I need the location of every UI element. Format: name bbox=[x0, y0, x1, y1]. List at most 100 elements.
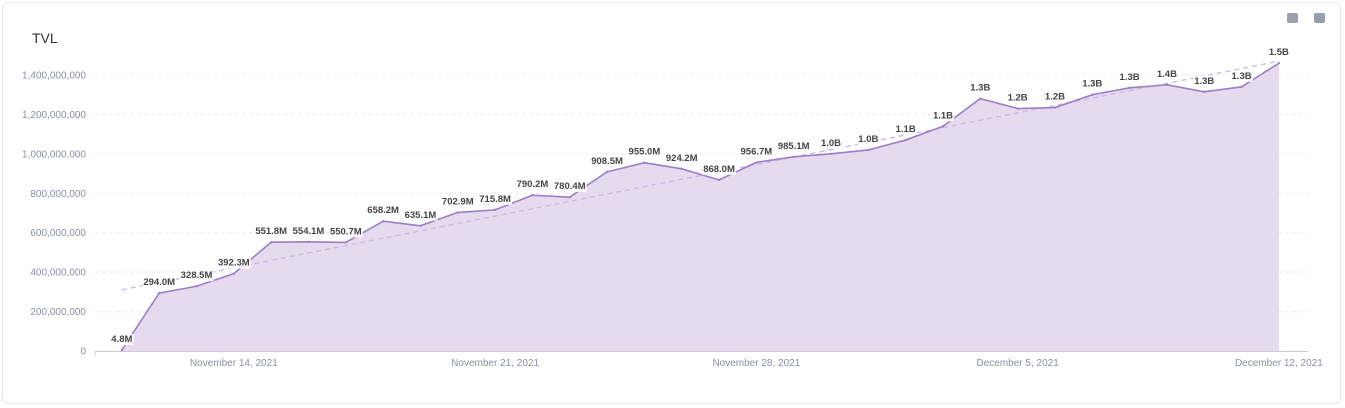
x-tick-label: November 28, 2021 bbox=[712, 358, 800, 369]
data-label-bg bbox=[1118, 71, 1141, 83]
data-point bbox=[755, 161, 758, 164]
data-label-bg bbox=[328, 226, 363, 238]
data-label: 1.2B bbox=[1045, 92, 1065, 103]
data-point bbox=[1165, 83, 1169, 87]
data-label: 1.3B bbox=[1194, 76, 1214, 87]
data-point bbox=[195, 285, 198, 288]
data-label: 1.1B bbox=[933, 110, 953, 121]
data-label-bg bbox=[291, 225, 326, 237]
data-label: 294.0M bbox=[143, 277, 175, 288]
area-fill bbox=[121, 63, 1279, 352]
trendline bbox=[121, 60, 1280, 291]
x-tick-label: December 12, 2021 bbox=[1235, 358, 1323, 369]
data-label: 635.1M bbox=[405, 210, 437, 221]
data-label: 955.0M bbox=[629, 147, 661, 158]
data-label-bg bbox=[142, 277, 177, 289]
y-tick-label: 1,200,000,000 bbox=[22, 110, 86, 121]
data-label-bg bbox=[739, 146, 774, 158]
data-label: 715.8M bbox=[479, 194, 511, 205]
data-point bbox=[419, 224, 422, 227]
data-point bbox=[1091, 93, 1094, 96]
data-label: 985.1M bbox=[778, 141, 810, 152]
data-point bbox=[531, 194, 534, 197]
data-label-bg bbox=[776, 140, 811, 152]
x-tick-label: November 14, 2021 bbox=[190, 358, 278, 369]
data-label-bg bbox=[969, 82, 992, 94]
x-tick-label: November 21, 2021 bbox=[451, 358, 539, 369]
data-point bbox=[493, 208, 497, 212]
data-label: 328.5M bbox=[181, 270, 213, 281]
data-point bbox=[1240, 85, 1243, 89]
data-point bbox=[1053, 106, 1057, 109]
data-point bbox=[120, 348, 124, 352]
data-point bbox=[605, 170, 609, 174]
data-label: 1.4B bbox=[1157, 69, 1177, 80]
data-label-bg bbox=[627, 146, 662, 158]
data-label-bg bbox=[216, 257, 251, 269]
data-label-bg bbox=[1081, 78, 1104, 90]
data-label: 1.3B bbox=[970, 83, 990, 94]
data-label-bg bbox=[1155, 68, 1179, 80]
data-label-bg bbox=[254, 226, 289, 238]
data-point bbox=[792, 155, 795, 158]
data-point bbox=[1016, 107, 1019, 110]
data-label: 868.0M bbox=[703, 164, 735, 175]
data-label-bg bbox=[1267, 47, 1291, 59]
data-label-bg bbox=[857, 133, 880, 145]
data-label-bg bbox=[1006, 92, 1029, 104]
x-tick-label: December 5, 2021 bbox=[976, 358, 1059, 369]
data-point bbox=[344, 241, 348, 244]
data-point bbox=[680, 167, 683, 171]
data-point bbox=[307, 240, 310, 243]
data-point bbox=[979, 97, 982, 100]
data-label-bg bbox=[110, 334, 134, 346]
y-tick-label: 1,000,000,000 bbox=[22, 149, 86, 160]
data-point bbox=[1128, 86, 1131, 90]
y-tick-label: 600,000,000 bbox=[30, 228, 86, 239]
copy-icon[interactable] bbox=[1287, 13, 1298, 23]
data-label: 551.8M bbox=[255, 226, 287, 237]
data-label-bg bbox=[515, 179, 550, 191]
data-label-bg bbox=[366, 205, 401, 217]
data-label: 1.3B bbox=[1082, 79, 1102, 90]
data-point bbox=[829, 152, 833, 156]
data-label-bg bbox=[894, 124, 917, 136]
data-label: 658.2M bbox=[367, 205, 399, 216]
data-label-bg bbox=[819, 137, 843, 149]
data-label: 1.1B bbox=[896, 124, 916, 135]
y-tick-label: 1,400,000,000 bbox=[22, 71, 86, 82]
data-point bbox=[1277, 61, 1281, 65]
data-label: 1.3B bbox=[1120, 72, 1140, 83]
data-label: 1.2B bbox=[1008, 93, 1028, 104]
y-tick-label: 200,000,000 bbox=[30, 307, 86, 318]
data-label: 554.1M bbox=[293, 226, 325, 237]
data-point bbox=[568, 195, 571, 199]
data-label: 550.7M bbox=[330, 226, 362, 237]
data-label: 924.2M bbox=[666, 153, 698, 164]
series-line bbox=[121, 62, 1280, 351]
data-label: 4.8M bbox=[111, 334, 132, 345]
data-point bbox=[717, 178, 721, 182]
data-label-bg bbox=[478, 193, 513, 205]
data-label: 908.5M bbox=[591, 156, 623, 167]
data-label-bg bbox=[664, 152, 699, 164]
data-label: 392.3M bbox=[218, 258, 250, 269]
data-point bbox=[904, 138, 907, 142]
data-label-bg bbox=[931, 110, 955, 122]
data-point bbox=[232, 272, 236, 275]
data-point bbox=[867, 148, 870, 152]
data-label: 702.9M bbox=[442, 196, 474, 207]
data-label-bg bbox=[1193, 75, 1216, 87]
data-label: 1.5B bbox=[1269, 47, 1289, 58]
y-tick-label: 400,000,000 bbox=[30, 268, 86, 279]
data-label: 780.4M bbox=[554, 181, 586, 192]
data-label: 1.0B bbox=[821, 138, 841, 149]
data-point bbox=[1203, 90, 1206, 93]
data-label-bg bbox=[1230, 70, 1253, 82]
data-label: 956.7M bbox=[741, 146, 773, 157]
camera-icon[interactable] bbox=[1314, 13, 1325, 23]
data-label-bg bbox=[702, 163, 736, 175]
data-label-bg bbox=[403, 209, 438, 221]
data-label-bg bbox=[590, 155, 625, 167]
